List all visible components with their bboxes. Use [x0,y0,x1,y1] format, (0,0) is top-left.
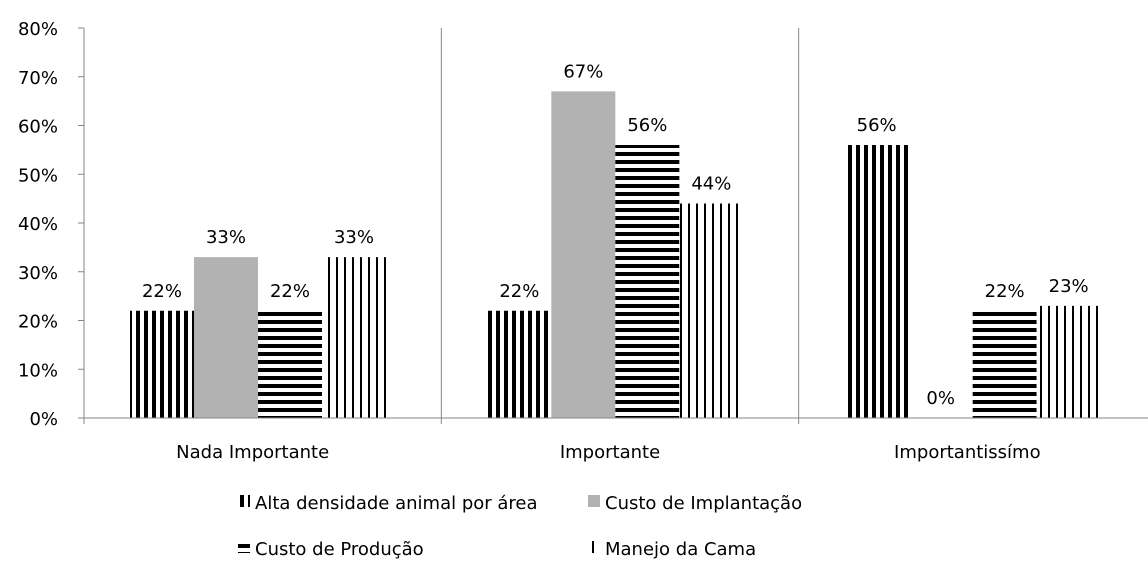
data-label: 23% [1049,276,1089,297]
data-labels: 22% 22% 56% 33% 67% 0% 22% 56% 22% 33% 44% 23% [142,61,1089,409]
bar [1036,305,1101,418]
data-label: 56% [857,115,897,136]
bar [551,91,616,418]
data-label: 22% [499,281,539,302]
data-label: 33% [334,227,374,248]
legend-label: Manejo da Cama [605,539,756,560]
x-tick-label: Importante [560,442,660,463]
y-tick-label: 30% [18,263,58,284]
y-tick-label: 50% [18,165,58,186]
data-label: 33% [206,227,246,248]
data-label: 44% [691,174,731,195]
bars [130,91,1101,418]
x-tick-label: Nada Importante [176,442,329,463]
y-tick-label: 0% [29,409,58,430]
bar [487,310,552,418]
data-label: 22% [270,281,310,302]
y-tick-label: 10% [18,360,58,381]
legend-label: Alta densidade animal por área [255,493,538,514]
bar [258,310,322,418]
y-tick-label: 70% [18,68,58,89]
axes: 0% 10% 20% 30% 40% 50% 60% 70% 80% Nada Important… [18,19,1148,463]
data-label: 67% [563,61,603,82]
legend-swatch [588,541,600,553]
bar [322,257,386,418]
legend-swatch [238,495,250,507]
bar [615,145,680,418]
legend-swatch [238,541,250,553]
legend-label: Custo de Implantação [605,493,802,514]
data-label: 56% [627,115,667,136]
plot-area [440,28,800,424]
y-tick-label: 20% [18,312,58,333]
legend-swatch [588,495,600,507]
data-label: 22% [142,281,182,302]
data-label: 0% [926,388,955,409]
x-tick-label: Importantissímo [894,442,1041,463]
y-tick-label: 60% [18,117,58,138]
bar [679,203,744,418]
y-tick-label: 80% [18,19,58,40]
bar [130,310,194,418]
bar [194,257,258,418]
y-tick-label: 40% [18,214,58,235]
bar [844,145,909,418]
legend-label: Custo de Produção [255,539,424,560]
data-label: 22% [985,281,1025,302]
legend: Alta densidade animal por área Custo de I… [238,493,802,560]
bar [972,310,1037,418]
